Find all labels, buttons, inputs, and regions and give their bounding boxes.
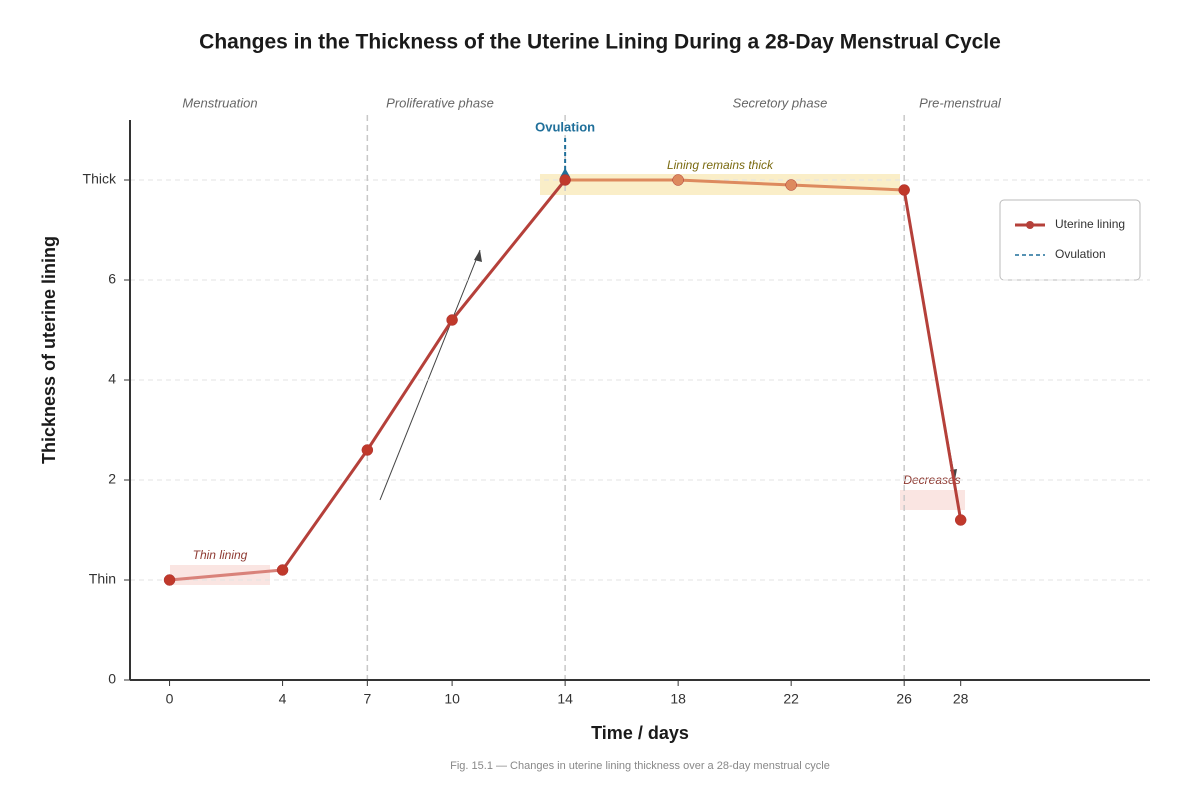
x-tick-label: 10 [444, 691, 460, 707]
x-tick-label: 14 [557, 691, 573, 707]
chart-title: Changes in the Thickness of the Uterine … [199, 31, 1001, 54]
phase-label: Secretory phase [733, 95, 828, 110]
data-point [361, 444, 374, 456]
y-tick-label: Thin [89, 571, 116, 587]
y-tick-label: Thick [83, 171, 117, 187]
arrow-head [474, 250, 482, 262]
line-segment [789, 183, 906, 192]
highlight-box [900, 490, 965, 510]
x-tick-label: 7 [363, 691, 371, 707]
x-tick-label: 26 [896, 691, 912, 707]
legend-box [999, 199, 1141, 281]
data-point [559, 174, 571, 186]
data-point [672, 174, 684, 186]
y-tick-label: 6 [108, 271, 116, 287]
x-axis-label: Time / days [591, 723, 689, 743]
ovulation-arrow [560, 168, 571, 177]
data-point [898, 184, 910, 196]
data-point [163, 574, 176, 586]
data-point [954, 514, 967, 526]
annotation: Thin lining [193, 548, 248, 562]
y-tick-label: 0 [108, 671, 116, 687]
phase-label: Menstruation [182, 95, 257, 110]
line-segment [902, 188, 963, 522]
legend-marker [1026, 221, 1034, 229]
ovulation-label: Ovulation [535, 119, 595, 134]
phase-label: Pre-menstrual [919, 95, 1002, 110]
x-tick-label: 28 [953, 691, 969, 707]
arrow [379, 249, 481, 501]
line-segment [450, 178, 567, 322]
data-point [446, 314, 458, 326]
y-tick-label: 2 [108, 471, 116, 487]
annotation: Lining remains thick [667, 158, 774, 172]
line-segment [676, 178, 793, 187]
x-tick-label: 0 [166, 691, 174, 707]
line-segment [281, 448, 369, 572]
x-tick-label: 22 [783, 691, 799, 707]
y-axis-label: Thickness of uterine lining [39, 236, 59, 464]
legend-label: Uterine lining [1055, 217, 1125, 231]
highlight-box [540, 174, 900, 195]
data-point [785, 179, 797, 191]
x-tick-label: 4 [279, 691, 287, 707]
line-segment [365, 318, 454, 452]
y-tick-label: 4 [108, 371, 116, 387]
caption: Fig. 15.1 — Changes in uterine lining th… [450, 760, 830, 772]
x-tick-label: 18 [670, 691, 686, 707]
legend-label: Ovulation [1055, 247, 1106, 261]
phase-label: Proliferative phase [386, 95, 494, 110]
line-segment [168, 568, 285, 582]
data-point [276, 564, 289, 576]
